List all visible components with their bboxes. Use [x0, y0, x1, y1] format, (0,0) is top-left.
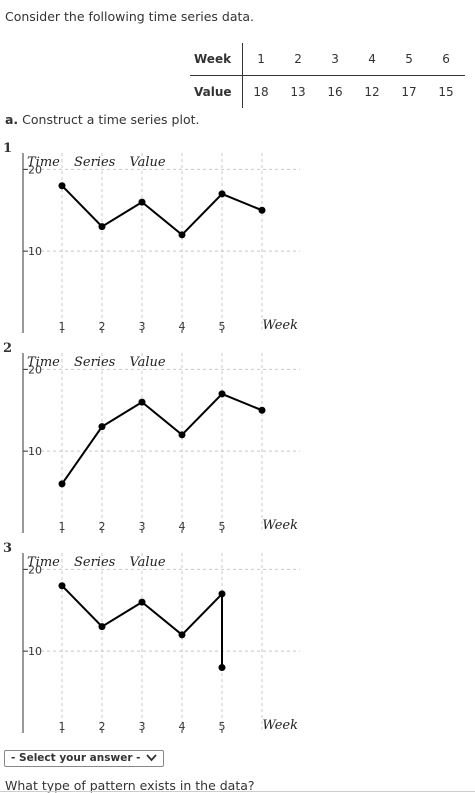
- x-axis-label: Week: [262, 518, 298, 533]
- option-1-chart[interactable]: Time Series Value 20 10 1 2 3 4 5 Week: [20, 150, 305, 340]
- x-tick-label: 3: [139, 520, 146, 533]
- x-tick-label: 3: [139, 720, 146, 733]
- series-line: [61, 392, 263, 485]
- data-point: [218, 390, 226, 398]
- option-3-chart[interactable]: Time Series Value 20 10 1 2 3 4 5 Week: [20, 550, 305, 740]
- value-cell: 16: [327, 85, 343, 99]
- part-a-prefix: a.: [5, 112, 19, 127]
- x-tick-label: 5: [219, 720, 226, 733]
- series-line: [61, 185, 263, 237]
- value-cell: 13: [290, 85, 306, 99]
- data-point: [258, 406, 266, 414]
- x-tick-label: 4: [179, 720, 186, 733]
- y-tick-label: 10: [28, 645, 42, 658]
- data-point: [178, 231, 186, 239]
- x-tick-label: 5: [219, 520, 226, 533]
- intro-text: Consider the following time series data.: [5, 9, 255, 24]
- option-number-3: 3: [3, 541, 13, 556]
- y-tick-label: 20: [28, 163, 42, 176]
- x-tick-label: 5: [219, 320, 226, 333]
- part-a-prompt: a. Construct a time series plot.: [5, 112, 199, 127]
- data-point: [218, 664, 226, 672]
- week-row-label: Week: [190, 43, 243, 76]
- data-point: [98, 423, 106, 431]
- x-tick-label: 4: [179, 320, 186, 333]
- option-number-2: 2: [3, 341, 13, 356]
- chart-title: Time Series Value: [27, 155, 166, 170]
- option-2-chart[interactable]: Time Series Value 20 10 1 2 3 4 5 Week: [20, 350, 305, 540]
- x-tick-label: 4: [179, 520, 186, 533]
- data-point: [58, 582, 66, 590]
- data-point: [58, 182, 66, 190]
- chart-title: Time Series Value: [27, 355, 166, 370]
- week-cell: 3: [316, 43, 354, 76]
- week-cell: 2: [279, 43, 317, 76]
- data-point: [218, 190, 226, 198]
- value-row-label: Value: [190, 75, 243, 108]
- x-tick-label: 1: [59, 720, 66, 733]
- week-cell: 6: [427, 43, 465, 76]
- x-tick-label: 2: [99, 520, 106, 533]
- data-point: [98, 623, 106, 631]
- week-row: Week 1 2 3 4 5 6: [190, 43, 465, 76]
- series-line: [61, 585, 223, 668]
- chart-title: Time Series Value: [27, 555, 166, 570]
- data-point: [138, 398, 146, 406]
- data-point: [178, 431, 186, 439]
- y-tick-label: 20: [28, 563, 42, 576]
- select-label: - Select your answer -: [11, 752, 141, 764]
- divider: [0, 791, 475, 792]
- x-axis-label: Week: [262, 718, 298, 733]
- x-tick-label: 2: [99, 320, 106, 333]
- data-point: [58, 480, 66, 488]
- value-row: Value 18 13 16 12 17 15: [190, 75, 465, 108]
- data-point: [98, 223, 106, 231]
- data-point: [138, 198, 146, 206]
- data-point: [138, 598, 146, 606]
- x-tick-label: 2: [99, 720, 106, 733]
- part-a-text: Construct a time series plot.: [22, 112, 200, 127]
- y-tick-label: 10: [28, 445, 42, 458]
- value-cell: 12: [364, 85, 380, 99]
- value-cell: 17: [401, 85, 417, 99]
- data-point: [178, 631, 186, 639]
- x-tick-label: 1: [59, 520, 66, 533]
- x-tick-label: 1: [59, 320, 66, 333]
- x-tick-label: 3: [139, 320, 146, 333]
- y-tick-label: 20: [28, 363, 42, 376]
- data-point: [218, 590, 226, 598]
- value-cell: 15: [438, 85, 454, 99]
- data-point: [258, 206, 266, 214]
- y-tick-label: 10: [28, 245, 42, 258]
- question-text: What type of pattern exists in the data?: [5, 778, 255, 793]
- option-number-1: 1: [3, 141, 13, 156]
- x-axis-label: Week: [262, 318, 298, 333]
- pattern-select[interactable]: - Select your answer -: [4, 750, 164, 767]
- week-cell: 1: [242, 43, 280, 76]
- data-table: Week 1 2 3 4 5 6 Value 18 13 16 12 17 15: [190, 43, 465, 108]
- chevron-down-icon: [146, 752, 157, 768]
- week-cell: 4: [353, 43, 391, 76]
- value-cell: 18: [253, 85, 269, 99]
- week-cell: 5: [390, 43, 428, 76]
